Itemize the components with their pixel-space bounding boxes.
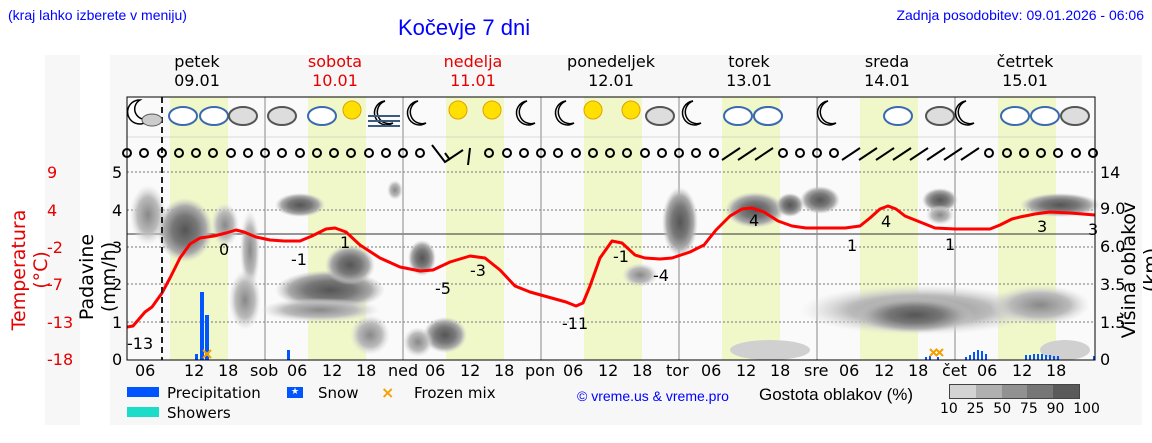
- x-tick: čet: [942, 361, 967, 380]
- frozen-mix-label: Frozen mix: [414, 384, 496, 402]
- cloud-density-label: Gostota oblakov (%): [759, 385, 914, 404]
- cloud-tick-3: 3.5: [1100, 275, 1126, 294]
- x-tick: 12: [1012, 361, 1033, 380]
- x-tick: 18: [218, 361, 239, 380]
- cloud-tick-2: 6.0: [1100, 237, 1126, 256]
- temp-annotation: 3: [1037, 217, 1048, 236]
- frozen-mix-markers: [202, 348, 944, 359]
- x-tick: sob: [250, 361, 279, 380]
- snow-icon: ★: [287, 387, 303, 398]
- page-title: Kočevje 7 dni: [398, 15, 531, 40]
- showers-label: Showers: [167, 404, 231, 422]
- temp-tick-2: -2: [47, 238, 63, 257]
- x-tick: pon: [525, 361, 556, 380]
- cloud-density-blobs: [130, 180, 1100, 360]
- x-tick: 12: [874, 361, 895, 380]
- x-tick: 06: [287, 361, 308, 380]
- temp-tick-3: -7: [47, 275, 63, 294]
- cloud-density-scale: [949, 384, 1080, 399]
- precipitation-bars: [195, 292, 1095, 360]
- x-tick: 12: [184, 361, 205, 380]
- x-tick: tor: [666, 361, 689, 380]
- day-label-6: četrtek 15.01: [996, 52, 1054, 90]
- x-tick: 06: [977, 361, 998, 380]
- precip-tick-3: 2: [112, 275, 123, 294]
- x-tick: sre: [804, 361, 829, 380]
- temp-annotation: 3: [1088, 220, 1099, 239]
- x-tick: 18: [494, 361, 515, 380]
- cloud-density-ticks: 10 25 50 75 90 100: [940, 401, 1100, 417]
- day-label-2: nedelja 11.01: [443, 52, 503, 90]
- x-tick: 18: [356, 361, 377, 380]
- day-label-1: sobota 10.01: [307, 52, 363, 90]
- temp-annotation: 1: [340, 233, 351, 252]
- temp-annotation: 4: [749, 211, 760, 230]
- temp-annotation: -4: [653, 266, 669, 285]
- temp-annotation: -11: [562, 314, 589, 333]
- last-update: Zadnja posodobitev: 09.01.2026 - 06:06: [896, 7, 1144, 23]
- copyright-link[interactable]: © vreme.us & vreme.pro: [577, 388, 729, 404]
- x-tick: 12: [736, 361, 757, 380]
- x-tick: 06: [425, 361, 446, 380]
- weather-icons: [126, 99, 1090, 127]
- temp-annotation: -3: [470, 261, 486, 280]
- x-tick: 18: [632, 361, 653, 380]
- x-tick: 06: [701, 361, 722, 380]
- x-tick: 06: [135, 361, 156, 380]
- temperature-axis-label: Temperatura (°C): [8, 209, 52, 331]
- temp-axis-panel: [45, 55, 80, 425]
- precip-tick-0: 5: [112, 163, 123, 182]
- precip-tick-4: 1: [112, 313, 123, 332]
- day-label-3: ponedeljek 12.01: [567, 52, 655, 90]
- frozen-mix-icon: ×: [381, 383, 395, 402]
- legend: Precipitation ★ Snow × Frozen mix Shower…: [127, 383, 1127, 424]
- precipitation-label: Precipitation: [167, 384, 261, 402]
- x-tick: 18: [1046, 361, 1067, 380]
- cloud-tick-1: 9.0: [1100, 199, 1126, 218]
- x-tick: 12: [598, 361, 619, 380]
- temp-annotation: -13: [127, 334, 154, 353]
- precipitation-swatch: [127, 387, 159, 397]
- temp-annotation: -5: [435, 279, 451, 298]
- temp-annotation: -1: [291, 250, 307, 269]
- temp-annotation: 4: [881, 212, 892, 231]
- x-tick: ned: [388, 361, 419, 380]
- x-tick: 18: [770, 361, 791, 380]
- temp-tick-4: -13: [47, 313, 74, 332]
- snow-label: Snow: [318, 384, 359, 402]
- x-tick: 12: [322, 361, 343, 380]
- day-header: petek 09.01 sobota 10.01 nedelja 11.01 pone…: [127, 52, 1093, 92]
- temp-annotation: 1: [945, 235, 956, 254]
- day-label-0: petek 09.01: [174, 52, 220, 90]
- temperature-line: [126, 204, 1096, 329]
- x-tick: 18: [908, 361, 929, 380]
- temp-tick-5: -18: [47, 350, 74, 369]
- temp-tick-1: 4: [47, 201, 58, 220]
- precip-tick-1: 4: [112, 201, 123, 220]
- temp-annotation: 1: [847, 236, 858, 255]
- wind-row: [122, 144, 1098, 166]
- temp-annotation: 0: [219, 240, 230, 259]
- showers-swatch: [127, 407, 159, 417]
- day-label-5: sreda 14.01: [864, 52, 910, 90]
- temp-annotation: -1: [613, 247, 629, 266]
- x-tick: 06: [563, 361, 584, 380]
- precip-tick-5: 0: [112, 350, 123, 369]
- precip-tick-2: 3: [112, 238, 123, 257]
- temp-tick-0: 9: [47, 163, 58, 182]
- day-label-4: torek 13.01: [726, 52, 772, 90]
- cloud-tick-5: 0: [1100, 350, 1111, 369]
- x-tick: 06: [839, 361, 860, 380]
- cloud-tick-4: 1.5: [1100, 313, 1126, 332]
- x-axis: 06 12 18 sob 06 12 18 ned 06 12 18 pon 0…: [127, 361, 1095, 383]
- cloud-tick-0: 14: [1100, 163, 1121, 182]
- location-menu-hint[interactable]: (kraj lahko izberete v meniju): [8, 7, 187, 23]
- x-tick: 12: [460, 361, 481, 380]
